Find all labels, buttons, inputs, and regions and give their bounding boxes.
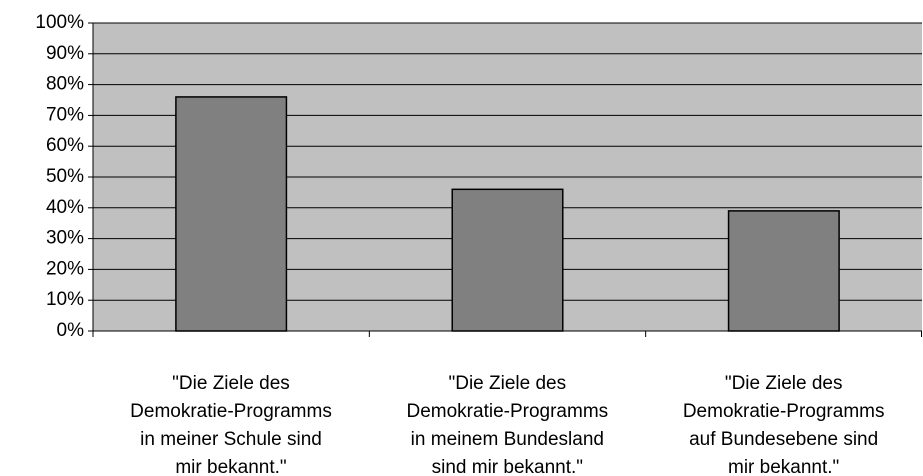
y-tick-label: 50%	[46, 166, 84, 187]
y-tick-label: 90%	[46, 43, 84, 64]
x-tick-label: "Die Ziele des Demokratie-Programms auf …	[682, 373, 885, 476]
bar	[175, 96, 288, 332]
y-tick-label: 0%	[57, 320, 85, 341]
y-tick-label: 30%	[46, 228, 84, 249]
y-tick-label: 40%	[46, 197, 84, 218]
bar	[727, 210, 840, 332]
y-tick-label: 100%	[35, 12, 84, 33]
y-tick-label: 20%	[46, 258, 84, 279]
y-tick-label: 80%	[46, 74, 84, 95]
x-tick-label: "Die Ziele des Demokratie-Programms in m…	[130, 373, 332, 476]
x-tick-label: "Die Ziele des Demokratie-Programms in m…	[406, 373, 609, 476]
y-tick-label: 70%	[46, 104, 84, 125]
y-tick-label: 60%	[46, 135, 84, 156]
y-tick-label: 10%	[46, 289, 84, 310]
bar	[451, 188, 564, 332]
